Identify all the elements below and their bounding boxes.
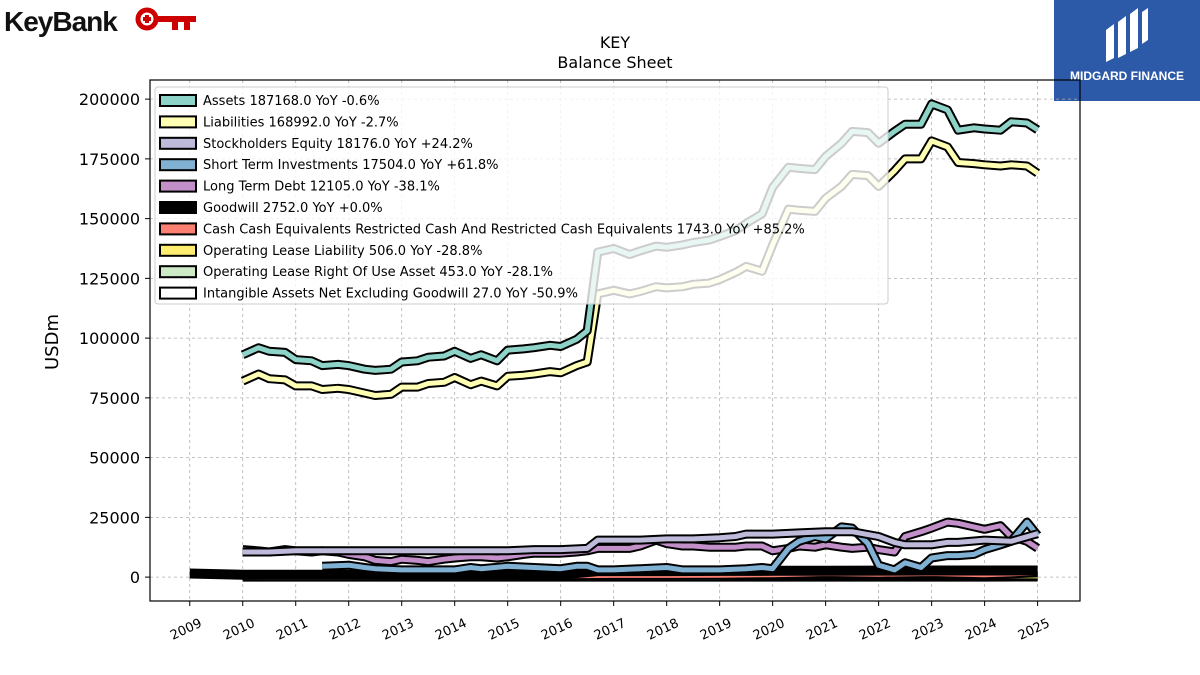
legend-entry: Intangible Assets Net Excluding Goodwill… xyxy=(203,287,578,302)
legend-entry: Long Term Debt 12105.0 YoY -38.1% xyxy=(203,180,440,195)
legend-swatch xyxy=(159,179,197,193)
series-lines xyxy=(189,99,1042,582)
series-fill xyxy=(242,519,1039,565)
x-tick-label: 2021 xyxy=(804,616,840,644)
x-tick-label: 2009 xyxy=(168,616,204,644)
x-tick-label: 2017 xyxy=(592,616,628,644)
x-tick-label: 2024 xyxy=(963,616,999,644)
legend-entry: Assets 187168.0 YoY -0.6% xyxy=(203,94,380,109)
y-tick-label: 175000 xyxy=(79,150,140,169)
x-tick-label: 2022 xyxy=(857,616,893,644)
x-tick-label: 2019 xyxy=(698,616,734,644)
legend-swatch xyxy=(159,265,197,279)
y-tick-label: 50000 xyxy=(89,449,140,468)
plot-frame xyxy=(149,79,1081,602)
legend: Assets 187168.0 YoY -0.6% Liabilities 168… xyxy=(154,86,889,305)
x-tick-label: 2018 xyxy=(645,616,681,644)
y-tick-label: 125000 xyxy=(79,269,140,288)
y-axis-ticks: 0 25000 50000 75000 100000 125000 150000 175000… xyxy=(79,90,150,587)
series-fill xyxy=(242,529,1039,555)
legend-entry: Operating Lease Liability 506.0 YoY -28.… xyxy=(203,244,482,259)
y-tick-label: 100000 xyxy=(79,329,140,348)
x-tick-label: 2011 xyxy=(274,616,310,644)
key-icon xyxy=(135,7,196,31)
chart-subtitle: Balance Sheet xyxy=(557,53,672,72)
y-tick-label: 75000 xyxy=(89,389,140,408)
y-tick-label: 150000 xyxy=(79,210,140,229)
legend-box xyxy=(154,86,889,305)
legend-entry: Operating Lease Right Of Use Asset 453.0… xyxy=(203,265,553,280)
x-tick-label: 2025 xyxy=(1016,616,1052,644)
partner-logo-text: MIDGARD FINANCE xyxy=(1070,69,1184,83)
legend-swatch xyxy=(159,201,197,214)
chart-title: KEY xyxy=(600,33,631,52)
legend-entry: Liabilities 168992.0 YoY -2.7% xyxy=(203,115,399,130)
y-tick-label: 200000 xyxy=(79,90,140,109)
legend-swatch xyxy=(159,222,197,236)
x-tick-label: 2012 xyxy=(327,616,363,644)
series-line xyxy=(242,527,1039,557)
legend-swatch xyxy=(159,243,197,257)
y-tick-label: 25000 xyxy=(89,508,140,527)
x-tick-label: 2016 xyxy=(539,616,575,644)
legend-entry: Stockholders Equity 18176.0 YoY +24.2% xyxy=(203,137,473,152)
series-fill xyxy=(322,519,1040,573)
legend-swatch xyxy=(159,136,197,150)
midgard-mark-icon xyxy=(1106,8,1148,62)
legend-swatch xyxy=(159,158,197,172)
keybank-logo: KeyBank xyxy=(4,2,204,44)
midgard-finance-logo: MIDGARD FINANCE xyxy=(1054,0,1200,101)
series-line xyxy=(322,517,1042,575)
legend-entry: Cash Cash Equivalents Restricted Cash An… xyxy=(203,222,805,237)
x-tick-label: 2013 xyxy=(380,616,416,644)
x-tick-label: 2020 xyxy=(751,616,787,644)
legend-swatch xyxy=(159,115,197,129)
legend-entry: Goodwill 2752.0 YoY +0.0% xyxy=(203,201,383,216)
y-axis-label: USDm xyxy=(42,314,63,370)
y-tick-label: 0 xyxy=(130,568,140,587)
legend-entry: Short Term Investments 17504.0 YoY +61.8… xyxy=(203,158,499,173)
logo-text: KeyBank xyxy=(4,6,118,37)
x-tick-label: 2014 xyxy=(433,616,469,644)
x-axis-ticks: 2009 2010 2011 2012 2013 2014 2015 2016 2017 2018… xyxy=(168,601,1052,644)
x-tick-label: 2015 xyxy=(486,616,522,644)
legend-swatch xyxy=(159,94,197,107)
x-tick-label: 2023 xyxy=(910,616,946,644)
legend-swatch xyxy=(159,286,197,300)
series-line xyxy=(242,517,1041,567)
x-tick-label: 2010 xyxy=(221,616,257,644)
